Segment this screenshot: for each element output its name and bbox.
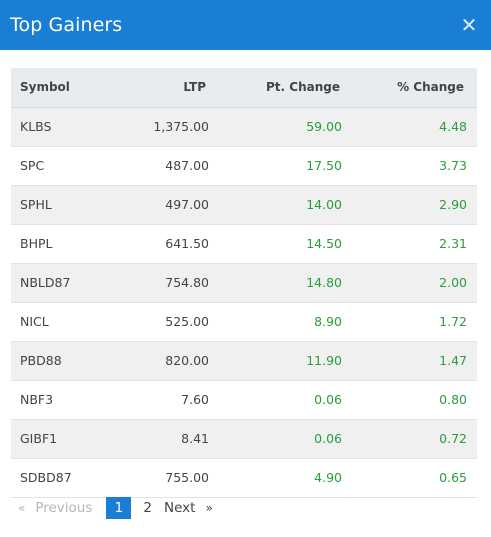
table-row[interactable]: SDBD87 755.00 4.90 0.65 [11, 458, 477, 498]
cell-pt-change: 8.90 [209, 302, 342, 342]
cell-ltp: 525.00 [107, 302, 209, 342]
cell-symbol[interactable]: SPHL [11, 185, 107, 225]
cell-ltp: 497.00 [107, 185, 209, 225]
cell-ltp: 1,375.00 [107, 107, 209, 147]
cell-pt-change: 17.50 [209, 146, 342, 186]
cell-pt-change: 14.00 [209, 185, 342, 225]
close-icon[interactable]: ✕ [460, 13, 478, 37]
cell-pct-change: 1.72 [342, 302, 477, 342]
cell-ltp: 820.00 [107, 341, 209, 381]
cell-pt-change: 14.80 [209, 263, 342, 303]
next-button[interactable]: Next [164, 500, 196, 516]
table-row[interactable]: GIBF1 8.41 0.06 0.72 [11, 419, 477, 459]
pagination: « Previous 1 2 Next » [14, 497, 217, 519]
cell-symbol[interactable]: KLBS [11, 107, 107, 147]
modal-title: Top Gainers [10, 14, 123, 36]
cell-ltp: 754.80 [107, 263, 209, 303]
cell-pct-change: 4.48 [342, 107, 477, 147]
cell-pt-change: 14.50 [209, 224, 342, 264]
cell-pt-change: 59.00 [209, 107, 342, 147]
next-arrow-icon[interactable]: » [205, 501, 213, 515]
cell-pct-change: 0.80 [342, 380, 477, 420]
cell-pt-change: 4.90 [209, 458, 342, 498]
cell-pt-change: 0.06 [209, 380, 342, 420]
gainers-table-container: Symbol LTP Pt. Change % Change KLBS 1,37… [11, 68, 477, 498]
cell-symbol[interactable]: SPC [11, 146, 107, 186]
previous-button: Previous [35, 500, 93, 516]
cell-symbol[interactable]: NICL [11, 302, 107, 342]
cell-ltp: 8.41 [107, 419, 209, 459]
cell-pct-change: 0.72 [342, 419, 477, 459]
column-header-ltp[interactable]: LTP [107, 68, 209, 108]
cell-symbol[interactable]: PBD88 [11, 341, 107, 381]
table-row[interactable]: SPC 487.00 17.50 3.73 [11, 146, 477, 186]
cell-pt-change: 11.90 [209, 341, 342, 381]
table-row[interactable]: PBD88 820.00 11.90 1.47 [11, 341, 477, 381]
table-row[interactable]: NBF3 7.60 0.06 0.80 [11, 380, 477, 420]
table-row[interactable]: BHPL 641.50 14.50 2.31 [11, 224, 477, 264]
cell-pct-change: 1.47 [342, 341, 477, 381]
cell-pct-change: 2.90 [342, 185, 477, 225]
cell-symbol[interactable]: BHPL [11, 224, 107, 264]
cell-pct-change: 3.73 [342, 146, 477, 186]
cell-ltp: 7.60 [107, 380, 209, 420]
cell-symbol[interactable]: NBLD87 [11, 263, 107, 303]
cell-ltp: 755.00 [107, 458, 209, 498]
cell-pct-change: 2.31 [342, 224, 477, 264]
cell-pt-change: 0.06 [209, 419, 342, 459]
column-header-pt-change[interactable]: Pt. Change [209, 68, 342, 108]
gainers-table: Symbol LTP Pt. Change % Change KLBS 1,37… [11, 68, 477, 498]
page-2-button[interactable]: 2 [143, 500, 152, 516]
cell-symbol[interactable]: GIBF1 [11, 419, 107, 459]
column-header-pct-change[interactable]: % Change [342, 68, 477, 108]
prev-arrow-icon: « [18, 501, 26, 515]
table-row[interactable]: NBLD87 754.80 14.80 2.00 [11, 263, 477, 303]
table-row[interactable]: NICL 525.00 8.90 1.72 [11, 302, 477, 342]
cell-ltp: 641.50 [107, 224, 209, 264]
cell-ltp: 487.00 [107, 146, 209, 186]
modal-header: Top Gainers ✕ [0, 0, 491, 50]
cell-symbol[interactable]: SDBD87 [11, 458, 107, 498]
table-header-row: Symbol LTP Pt. Change % Change [11, 68, 477, 108]
page-1-button[interactable]: 1 [106, 497, 132, 519]
table-row[interactable]: KLBS 1,375.00 59.00 4.48 [11, 107, 477, 147]
cell-pct-change: 2.00 [342, 263, 477, 303]
column-header-symbol[interactable]: Symbol [11, 68, 107, 108]
table-row[interactable]: SPHL 497.00 14.00 2.90 [11, 185, 477, 225]
cell-pct-change: 0.65 [342, 458, 477, 498]
cell-symbol[interactable]: NBF3 [11, 380, 107, 420]
